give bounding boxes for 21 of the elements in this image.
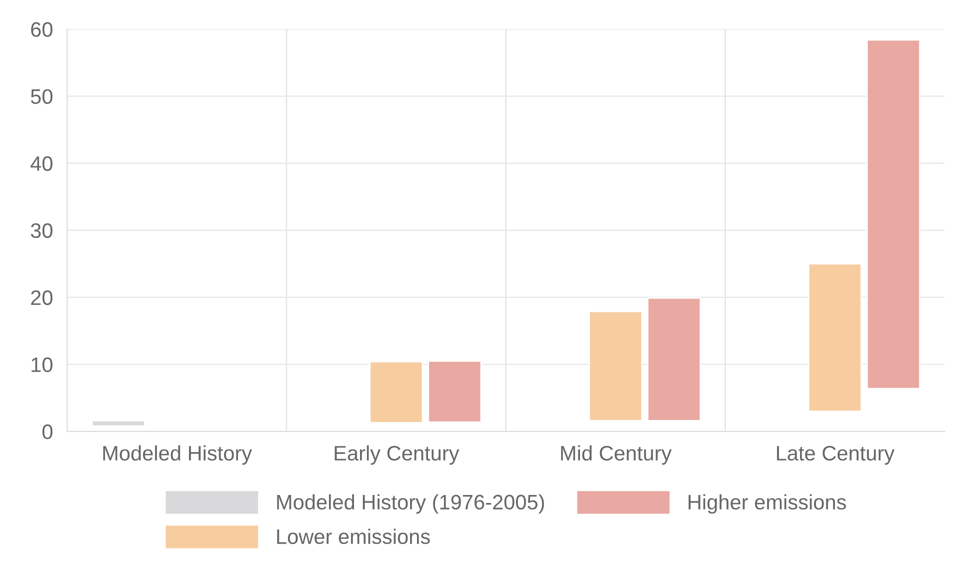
- y-tick-label: 60: [31, 22, 52, 37]
- bar: [647, 297, 702, 422]
- y-tick-label: 30: [30, 223, 52, 238]
- bar: [588, 310, 643, 422]
- legend-label: Lower emissions: [277, 528, 430, 544]
- y-tick-label: 0: [42, 424, 52, 440]
- x-tick-label: Late Century: [777, 446, 895, 465]
- bar: [808, 263, 862, 412]
- bar: [428, 360, 482, 423]
- bar: [866, 39, 920, 390]
- y-tick-label: 10: [32, 357, 52, 372]
- legend-label: Modeled History (1976-2005): [277, 494, 544, 514]
- y-tick-label: 50: [30, 89, 52, 104]
- x-tick-label: Mid Century: [561, 445, 672, 465]
- y-tick-label: 20: [31, 290, 52, 306]
- legend-label: Higher emissions: [688, 494, 846, 514]
- x-tick-label: Modeled History: [103, 445, 252, 465]
- y-tick-label: 40: [30, 156, 52, 171]
- bar: [91, 420, 146, 427]
- bar: [369, 361, 424, 424]
- x-tick-label: Early Century: [334, 445, 460, 465]
